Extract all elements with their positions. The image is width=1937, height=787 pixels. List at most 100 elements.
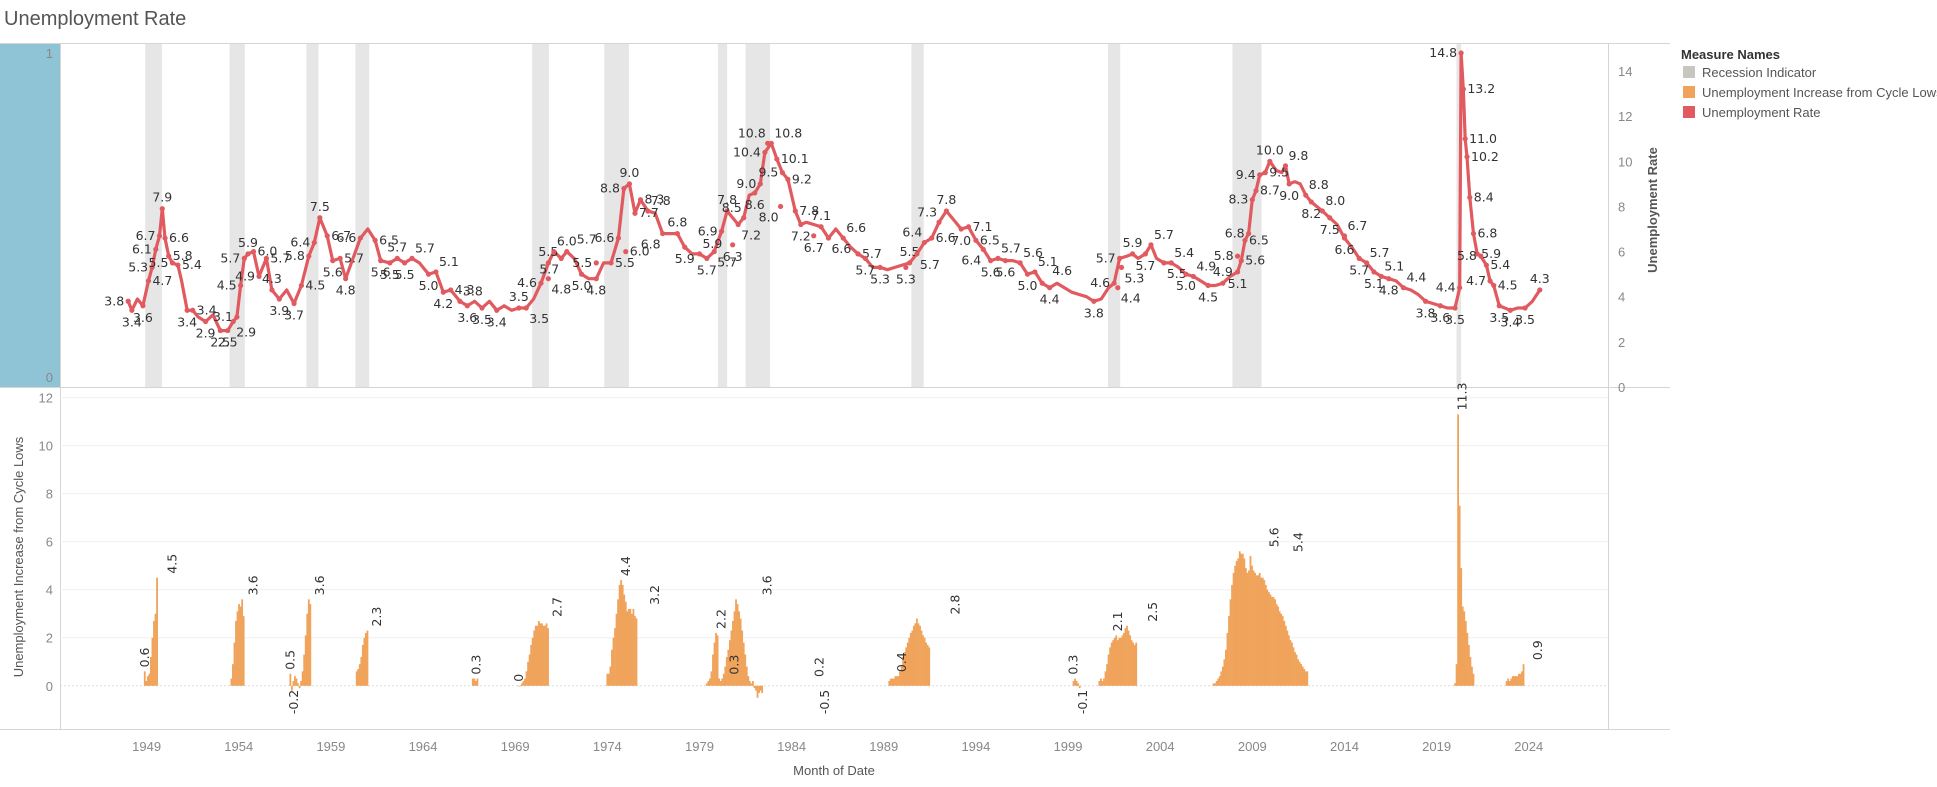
line-data-label: 4.4 [1406,270,1426,285]
bar [724,666,727,686]
bar [1460,568,1463,686]
right-axis-tick: 2 [1618,335,1625,350]
bar [925,642,928,686]
data-point [862,255,868,261]
bar [911,630,914,686]
bar [607,673,610,686]
data-point [785,176,791,182]
bar [1464,620,1467,686]
bar [735,599,737,686]
bar [719,680,722,686]
bar-data-label: 3.6 [246,575,261,595]
data-point [1148,242,1154,248]
data-point [1462,136,1468,142]
line-data-label: 5.7 [920,257,940,272]
bar [1516,676,1519,686]
bar [1303,668,1306,686]
bar [471,678,474,686]
bar [1106,664,1108,686]
data-point [166,253,172,259]
bar [1107,654,1110,686]
data-point [1267,158,1273,164]
line-data-label: 5.8 [1457,248,1477,263]
bar [146,676,149,686]
bar [1212,683,1215,686]
data-point [464,303,470,309]
line-data-label: 6.6 [336,230,356,245]
line-data-label: 2.9 [196,326,216,341]
bar-data-label: 0.3 [1066,655,1081,675]
data-point [433,269,439,275]
data-point [298,282,305,289]
bar [522,680,525,686]
data-point [190,307,196,313]
bar [148,673,151,686]
bar [1100,678,1102,686]
data-point [448,287,454,293]
data-point [608,260,614,266]
bar [533,630,536,686]
bar [1228,616,1230,686]
bar [542,625,545,686]
line-data-label: 6.6 [831,241,851,256]
data-point [798,221,804,228]
increase-bars [143,414,1525,698]
bar [713,642,716,686]
data-point [1118,264,1125,271]
bar [292,680,295,686]
bar [301,671,304,686]
line-data-label: 5.0 [572,278,592,293]
bar [1513,676,1516,686]
data-point [1205,282,1211,289]
line-data-label: 4.6 [1090,275,1110,290]
data-point [372,237,378,243]
bar [1287,635,1290,686]
data-point [1246,230,1252,237]
data-point [825,235,832,241]
line-data-label: 6.4 [902,225,922,240]
bar [1458,505,1461,686]
bar [1074,678,1077,686]
bar [1072,680,1075,686]
line-data-label: 7.2 [791,229,811,244]
data-point [1234,269,1241,275]
recession-band [1232,44,1262,387]
bar [606,673,609,686]
bar [1284,625,1287,686]
bar [154,613,157,686]
recession-band [604,44,629,387]
line-data-label: 4.4 [1436,280,1456,295]
bar [928,647,931,686]
x-axis-tick: 1984 [777,739,806,754]
bar [295,678,298,686]
data-point [337,255,343,261]
legend-title: Measure Names [1681,47,1780,62]
bar [736,604,739,686]
data-point [914,251,920,257]
bar [1280,613,1283,686]
line-data-label: 6.6 [594,230,614,245]
x-axis-ticks: 1949 1954 1959 1964 1969 1974 1979 1984 1989 1994… [132,739,1543,754]
line-data-label: 5.7 [697,262,717,277]
bar [906,642,909,686]
data-point [958,226,964,232]
data-point [1129,251,1136,257]
bar [1234,565,1237,686]
bar [899,671,901,686]
data-point [1371,269,1377,275]
bar-data-label: 3.2 [647,585,662,605]
line-data-label: 6.1 [132,241,152,256]
line-data-label: 3.8 [463,283,483,298]
bar [1472,673,1475,686]
bar [242,616,245,686]
line-data-label: 5.5 [900,244,920,259]
line-data-label: 7.8 [717,192,737,207]
data-point [906,260,913,266]
bar [1241,553,1244,686]
data-point [551,249,557,255]
line-data-label: 5.7 [1096,250,1116,265]
data-point [311,239,317,246]
line-data-label: 5.7 [577,232,597,247]
data-point [1483,262,1489,268]
line-data-label: 5.1 [1364,276,1384,291]
